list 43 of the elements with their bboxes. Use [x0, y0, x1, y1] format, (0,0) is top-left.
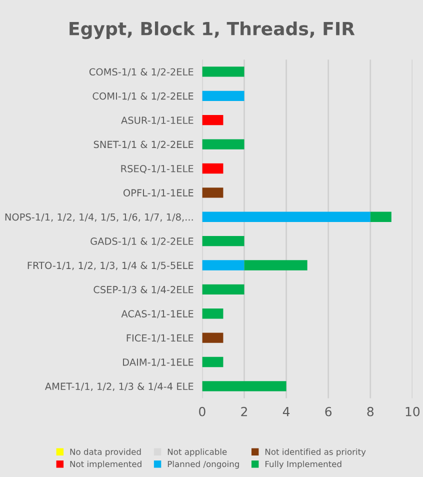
x-tick-label: 2	[241, 406, 247, 416]
y-tick-label: SNET-1/1 & 1/2-2ELE	[94, 140, 194, 149]
y-tick-label: AMET-1/1, 1/2, 1/3 & 1/4-4 ELE	[45, 382, 194, 392]
x-tick-label: 8	[367, 406, 374, 416]
x-tick-label: 0	[199, 406, 206, 416]
y-tick-label: GADS-1/1 & 1/2-2ELE	[90, 238, 194, 246]
bar	[202, 236, 244, 246]
bar	[202, 90, 244, 101]
x-tick-label: 6	[325, 406, 332, 416]
bar	[244, 260, 308, 270]
y-tick-label: COMI-1/1 & 1/2-2ELE	[92, 92, 194, 101]
y-tick-label: CSEP-1/3 & 1/4-2ELE	[94, 286, 194, 294]
chart-title: Egypt, Block 1, Threads, FIR	[70, 21, 355, 40]
bar	[202, 332, 224, 343]
y-tick-label: DAIM-1/1-1ELE	[123, 358, 194, 367]
y-tick-label: RSEQ-1/1-1ELE	[121, 164, 194, 174]
bar	[202, 356, 224, 368]
bar	[202, 163, 224, 174]
bar	[202, 139, 244, 150]
x-tick-label: 10	[406, 406, 420, 416]
y-tick-label: FICE-1/1-1ELE	[126, 334, 194, 342]
y-tick-label: NOPS-1/1, 1/2, 1/4, 1/5, 1/6, 1/7, 1/8,...	[5, 213, 193, 222]
bar	[202, 115, 224, 126]
legend-label: Fully Implemented	[265, 460, 342, 469]
bar	[202, 260, 244, 270]
y-tick-label: ASUR-1/1-1ELE	[121, 116, 194, 125]
bar	[202, 188, 224, 198]
bar	[370, 212, 392, 222]
legend-label: Not implemented	[70, 460, 142, 469]
bar	[202, 66, 244, 77]
y-tick-label: COMS-1/1 & 1/2-2ELE	[89, 68, 194, 76]
bar	[202, 284, 244, 295]
y-tick-label: ACAS-1/1-1ELE	[121, 310, 194, 318]
legend-label: Planned /ongoing	[168, 460, 239, 469]
legend-label: No data provided	[70, 448, 141, 457]
y-tick-label: FRTO-1/1, 1/2, 1/3, 1/4 & 1/5-5ELE	[28, 262, 194, 270]
legend-label: Not applicable	[168, 448, 227, 457]
bar	[202, 212, 370, 222]
legend-label: Not identified as priority	[265, 448, 366, 457]
x-tick-label: 4	[282, 407, 290, 416]
y-tick-label: OPFL-1/1-1ELE	[124, 189, 194, 198]
bar	[202, 308, 224, 319]
bar	[202, 381, 286, 392]
